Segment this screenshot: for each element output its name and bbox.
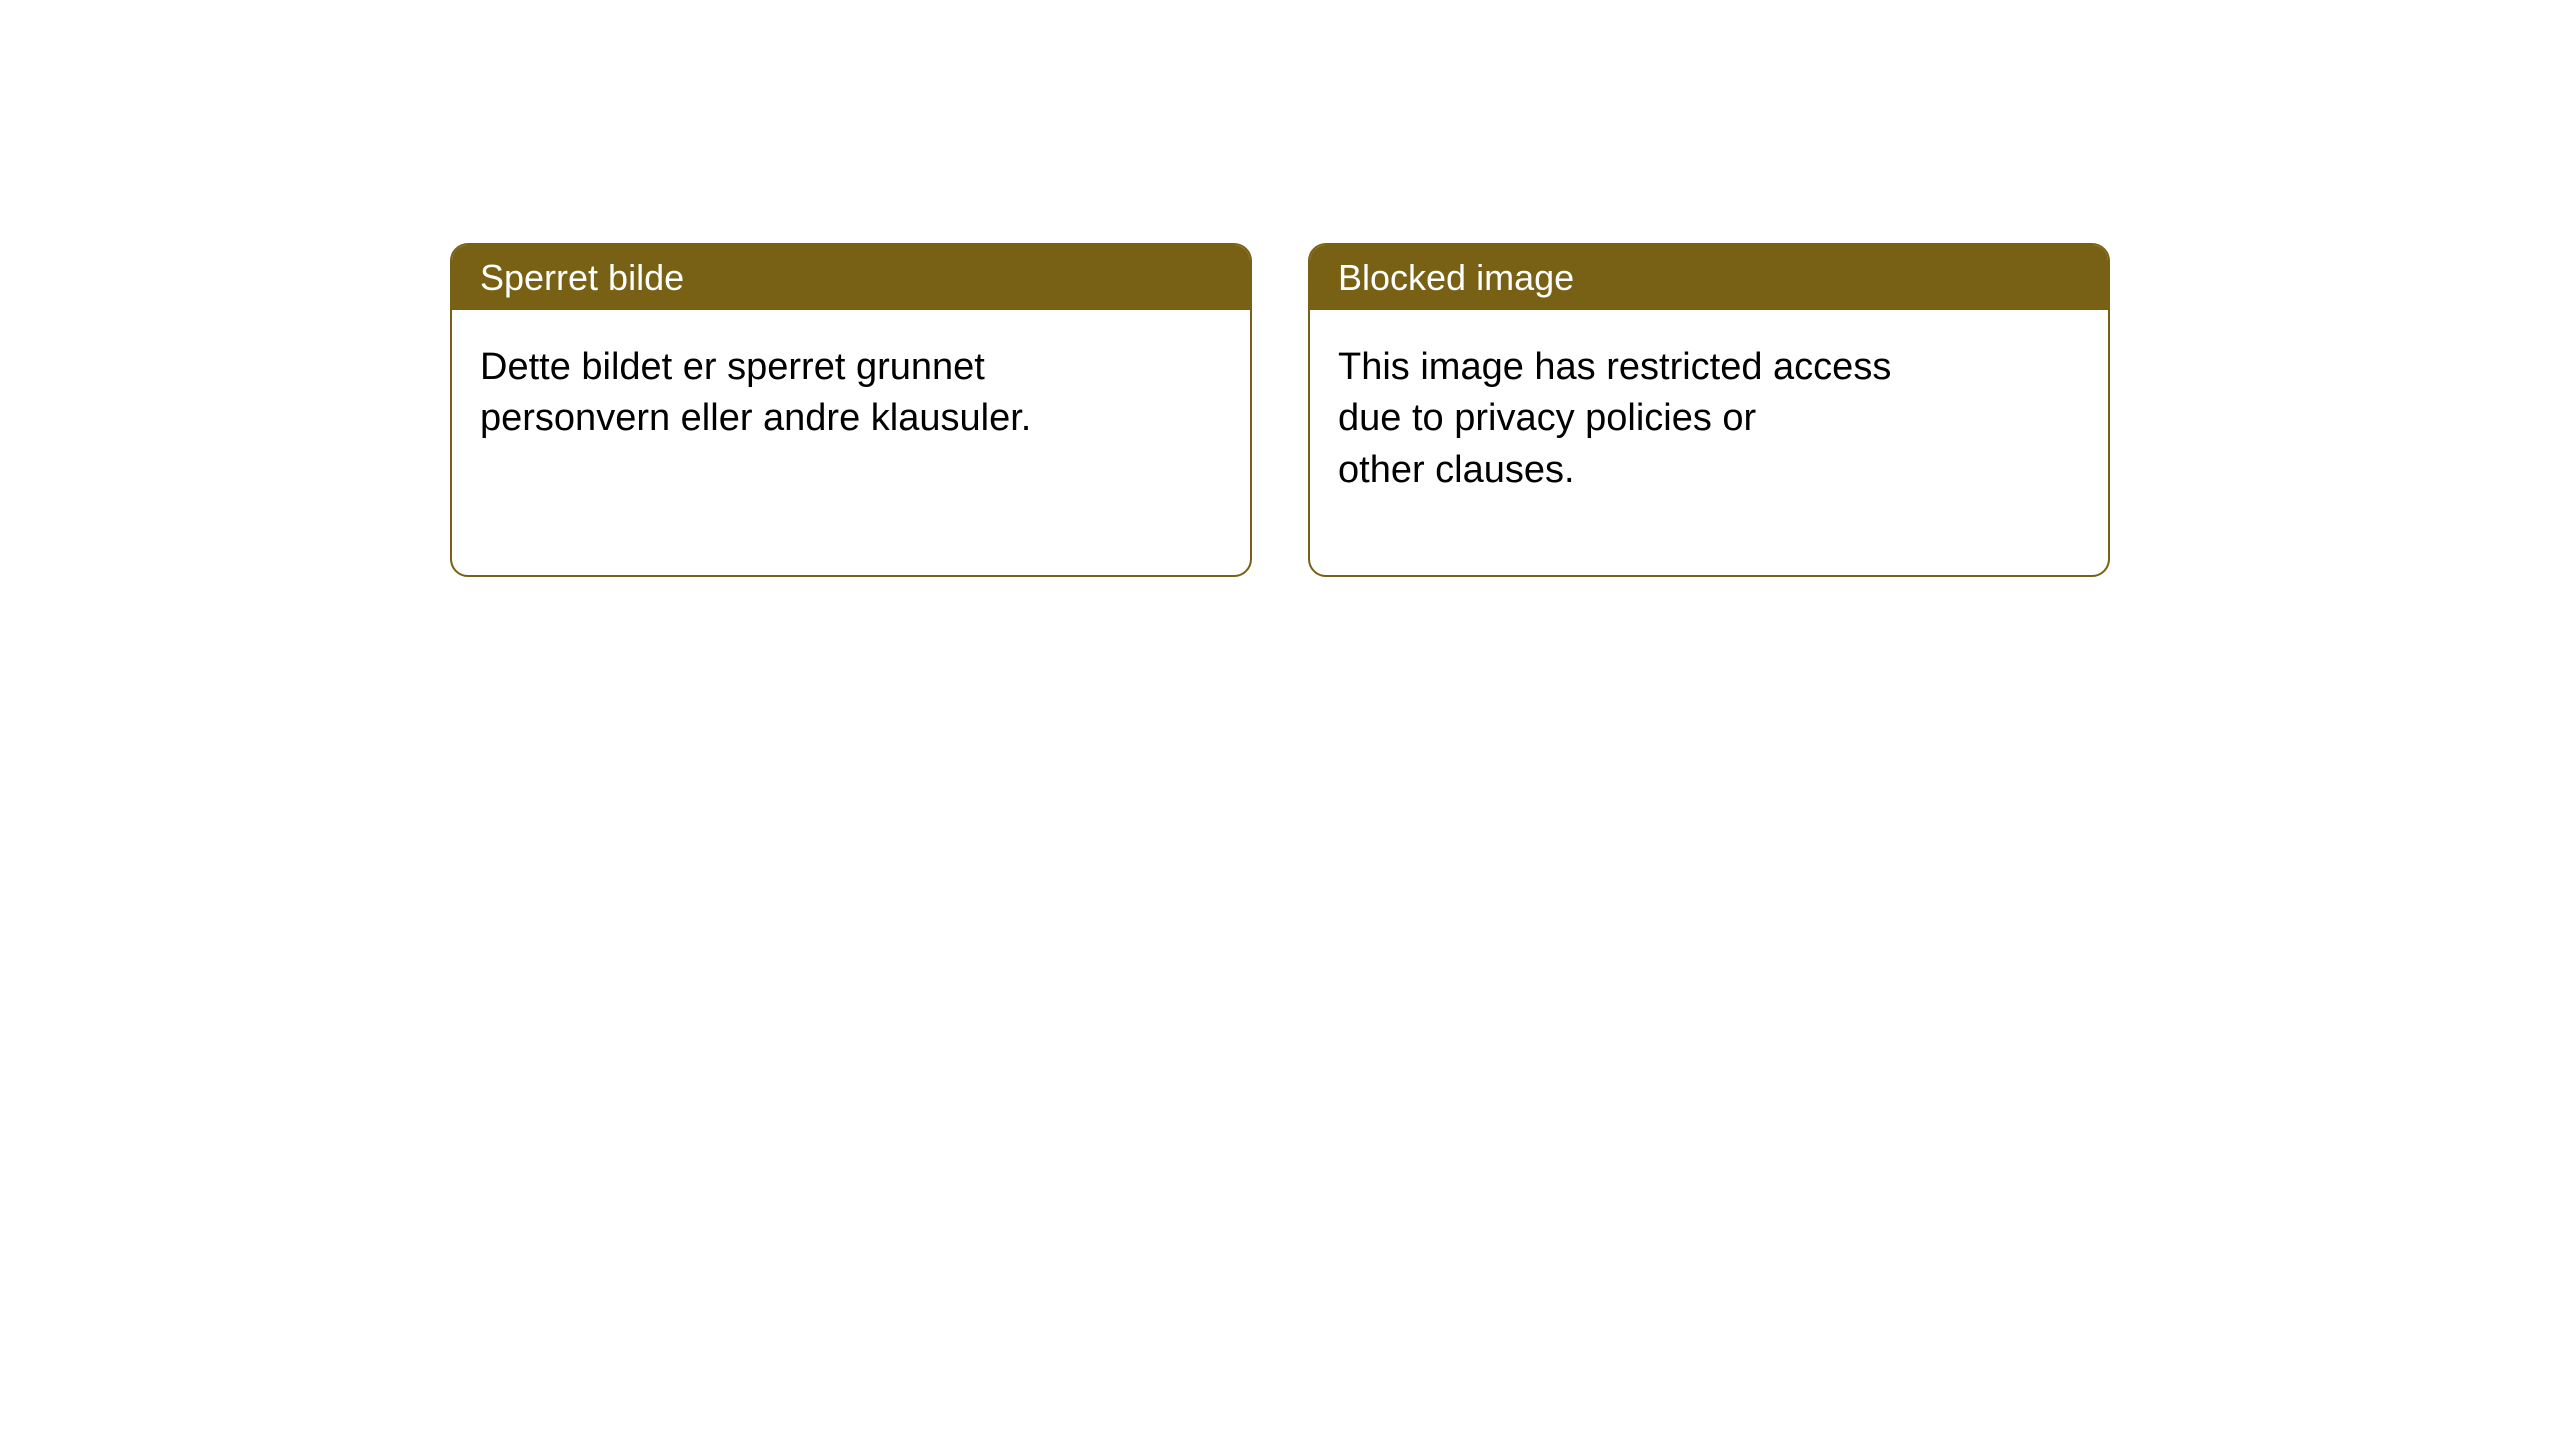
notice-container: Sperret bilde Dette bildet er sperret gr… (0, 0, 2560, 577)
notice-body: This image has restricted access due to … (1310, 310, 2108, 528)
notice-title: Blocked image (1310, 245, 2108, 310)
notice-card-norwegian: Sperret bilde Dette bildet er sperret gr… (450, 243, 1252, 577)
notice-body: Dette bildet er sperret grunnet personve… (452, 310, 1250, 477)
notice-title: Sperret bilde (452, 245, 1250, 310)
notice-card-english: Blocked image This image has restricted … (1308, 243, 2110, 577)
